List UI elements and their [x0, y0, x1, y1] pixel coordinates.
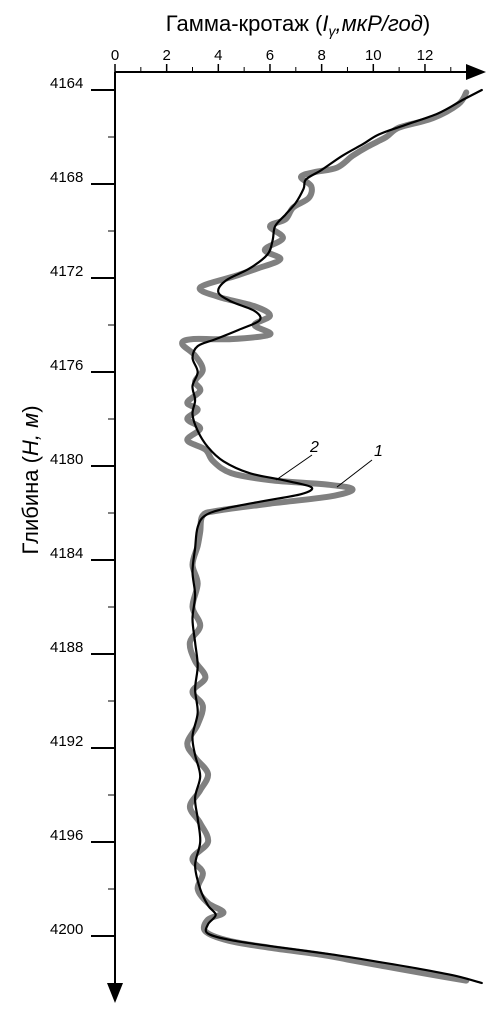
y-tick-label: 4188: [50, 639, 83, 656]
x-tick-label: 12: [417, 47, 434, 64]
series-layer: [179, 88, 483, 985]
x-tick-label: 2: [162, 47, 170, 64]
x-tick-label: 10: [365, 47, 382, 64]
curve-2-leader: [275, 454, 313, 481]
y-tick-label: 4196: [50, 827, 83, 844]
x-axis-title: Гамма-кротаж (Iγ,мкР/год): [166, 11, 430, 39]
y-axis-title: Глибина (H, м): [18, 405, 43, 554]
curve-1-label: 1: [374, 443, 383, 460]
y-tick-label: 4172: [50, 263, 83, 280]
series-2-curve: [191, 88, 483, 985]
curve-1-leader: [336, 459, 373, 488]
y-tick-label: 4200: [50, 921, 83, 938]
y-axis-arrow: [107, 983, 123, 1003]
y-tick-label: 4192: [50, 733, 83, 750]
x-axis-ticks: 0 2 4 6 8 10 12: [111, 47, 452, 72]
y-tick-label: 4168: [50, 169, 83, 186]
y-tick-label: 4180: [50, 451, 83, 468]
x-tick-label: 8: [317, 47, 325, 64]
y-tick-label: 4176: [50, 357, 83, 374]
x-tick-label: 6: [266, 47, 274, 64]
y-tick-label: 4184: [50, 545, 83, 562]
series-1-curve: [179, 89, 470, 984]
x-axis-arrow: [466, 64, 486, 80]
y-axis-ticks: 4164 4168 4172 4176 4180 4184 4188 4192 4196 4200: [50, 75, 115, 938]
x-tick-label: 4: [214, 47, 222, 64]
y-tick-label: 4164: [50, 75, 83, 92]
x-tick-label: 0: [111, 47, 119, 64]
curve-2-label: 2: [309, 439, 319, 456]
